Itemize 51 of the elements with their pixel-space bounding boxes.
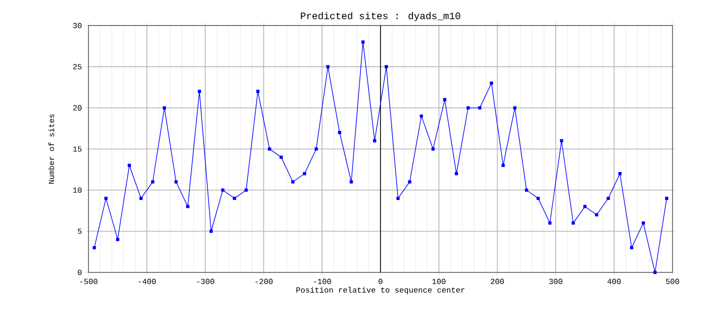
point	[209, 230, 213, 234]
point	[536, 196, 540, 200]
point	[350, 180, 353, 184]
point	[128, 164, 131, 168]
point	[606, 196, 610, 200]
point	[198, 90, 202, 94]
point	[560, 139, 564, 143]
point	[443, 98, 446, 102]
point	[361, 40, 365, 44]
point	[618, 172, 622, 176]
point	[431, 148, 435, 151]
point	[338, 131, 342, 134]
point	[466, 106, 470, 110]
point	[548, 222, 552, 225]
point	[630, 246, 634, 250]
point	[256, 90, 260, 94]
point	[326, 65, 330, 69]
point	[162, 106, 166, 110]
point	[594, 213, 598, 217]
point	[174, 180, 178, 184]
point	[232, 196, 236, 200]
point	[302, 172, 306, 176]
point	[478, 106, 482, 110]
point	[490, 82, 494, 86]
point	[314, 148, 318, 151]
point	[524, 188, 528, 192]
point	[572, 222, 575, 225]
point	[151, 180, 154, 184]
point	[244, 188, 248, 192]
point	[221, 188, 224, 192]
point	[186, 205, 190, 208]
point	[139, 196, 143, 200]
point	[642, 222, 645, 225]
point	[420, 114, 423, 118]
point	[653, 270, 657, 274]
point	[454, 172, 458, 176]
point	[396, 196, 400, 200]
point	[502, 164, 505, 168]
chart-title: Predicted sites : dyads_m10	[300, 12, 460, 22]
point	[92, 246, 96, 250]
point	[116, 238, 120, 242]
point	[268, 148, 272, 151]
point	[665, 196, 668, 200]
point	[291, 180, 294, 184]
point	[583, 205, 587, 208]
point	[408, 180, 412, 184]
point	[384, 65, 388, 69]
point	[280, 156, 283, 160]
point	[513, 106, 516, 110]
point	[373, 139, 376, 143]
point	[104, 196, 108, 200]
